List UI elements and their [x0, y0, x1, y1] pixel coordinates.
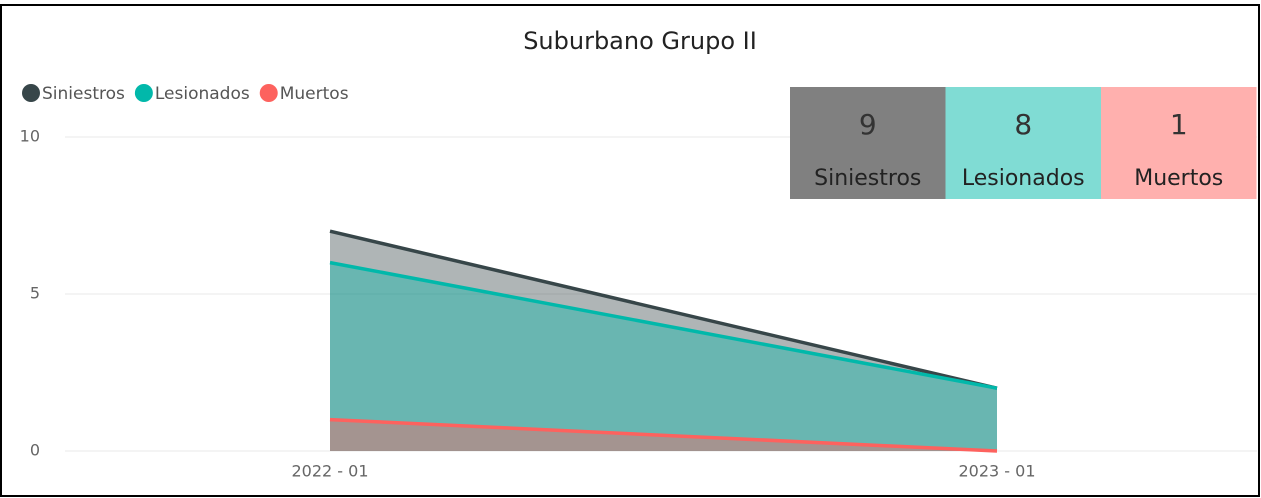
y-tick-label: 5 [30, 284, 40, 303]
card [1101, 87, 1257, 199]
line [329, 229, 998, 390]
card-label: Siniestros [814, 166, 921, 191]
card-label: Lesionados [962, 166, 1085, 191]
legend-label: Siniestros [42, 84, 125, 104]
card-value: 9 [859, 108, 877, 141]
legend-marker [22, 84, 40, 102]
chart-title: Suburbano Grupo II [523, 27, 757, 55]
line [329, 260, 998, 390]
area [330, 231, 997, 451]
frame [0, 4, 1260, 497]
x-tick-label: 2023 - 01 [958, 462, 1035, 481]
y-tick-label: 10 [20, 127, 40, 146]
x-tick-label: 2022 - 01 [291, 462, 368, 481]
legend-label: Muertos [280, 84, 349, 104]
card-value: 8 [1014, 108, 1032, 141]
card [945, 87, 1101, 199]
legend-marker [259, 84, 278, 102]
legend-label: Lesionados [155, 84, 250, 104]
card-label: Muertos [1134, 166, 1223, 191]
line [329, 417, 998, 453]
area [330, 262, 997, 451]
legend-marker [134, 84, 153, 102]
card-value: 1 [1170, 108, 1188, 141]
y-tick-label: 0 [30, 441, 40, 460]
card [790, 87, 946, 199]
